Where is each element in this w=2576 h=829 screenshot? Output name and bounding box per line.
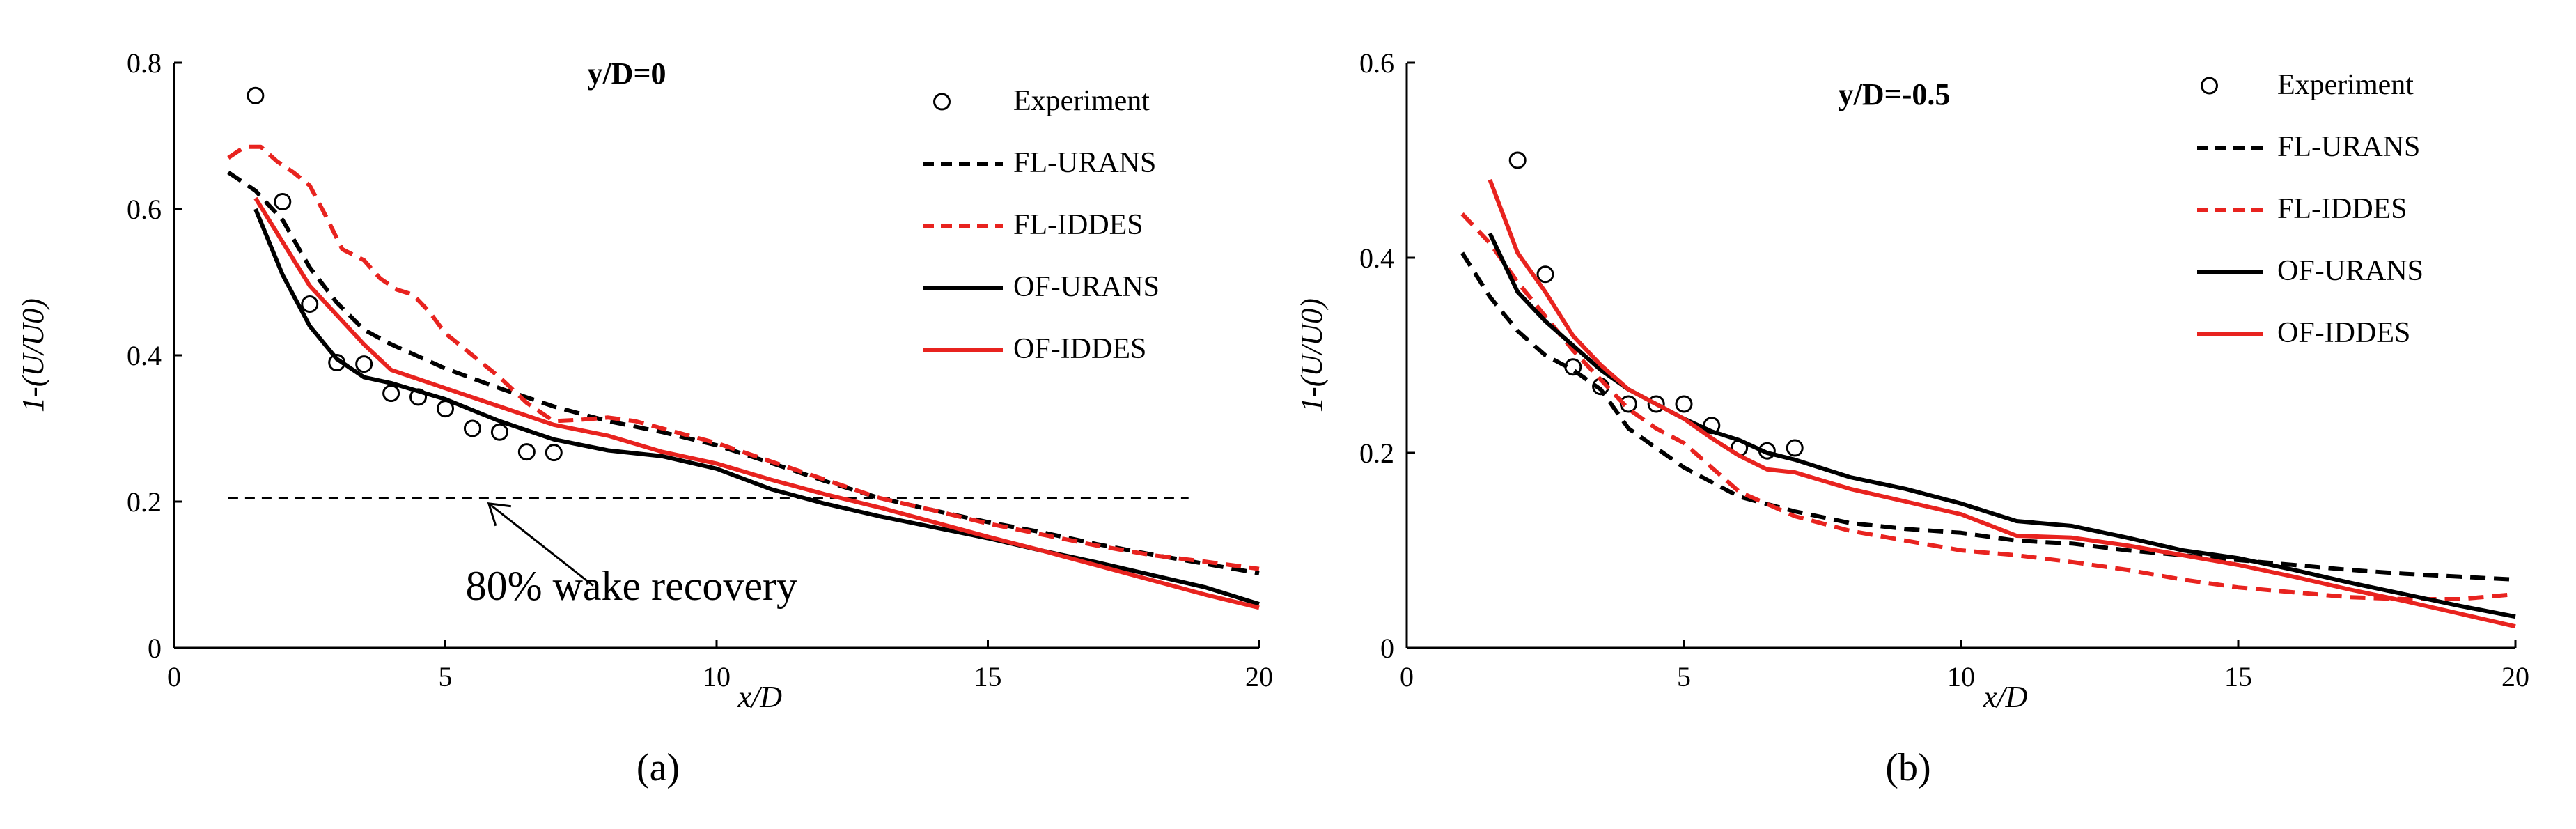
x-tick-label-a-3: 15 <box>974 661 1002 692</box>
y-tick-label-a-4: 0.8 <box>127 47 162 79</box>
x-tick-label-b-1: 5 <box>1677 661 1691 692</box>
y-axis-label-a: 1-(U/U0) <box>16 298 50 412</box>
legend-label-of-urans-a: OF-URANS <box>1013 271 1160 303</box>
y-tick-label-b-2: 0.4 <box>1359 242 1394 274</box>
point-experiment-a-9 <box>490 423 508 441</box>
x-axis-label-a: x/D <box>737 680 783 714</box>
legend-label-of-urans-b: OF-URANS <box>2277 255 2423 287</box>
legend-label-fl-urans-a: FL-URANS <box>1013 147 1156 179</box>
chart-panel-a: 0 5 10 15 20 0 0.2 0.4 0.6 0.8 x/D 1-(U/U0) y/D=0 80%… <box>16 47 1273 714</box>
x-tick-label-a-1: 5 <box>439 661 453 692</box>
series-line-of-iddes-a <box>253 196 1260 610</box>
caption-a: (a) <box>637 746 680 789</box>
chart-title-b: y/D=-0.5 <box>1839 77 1951 111</box>
legend-label-experiment-a: Experiment <box>1013 85 1150 117</box>
point-experiment-b-4 <box>1619 395 1637 413</box>
point-experiment-b-1 <box>1536 265 1554 284</box>
x-tick-label-a-2: 10 <box>703 661 731 692</box>
legend-label-fl-urans-b: FL-URANS <box>2277 131 2420 163</box>
point-experiment-a-10 <box>517 443 536 461</box>
point-experiment-b-0 <box>1508 151 1527 169</box>
point-experiment-b-6 <box>1675 395 1693 413</box>
x-tick-label-b-4: 20 <box>2501 661 2529 692</box>
chart-panel-b: 0 5 10 15 20 0 0.2 0.4 0.6 x/D 1-(U/U0) y/D=-0.5 Exp… <box>1295 47 2529 714</box>
y-tick-label-a-1: 0.2 <box>127 486 162 518</box>
series-line-of-urans-b <box>1488 232 2516 619</box>
y-tick-label-b-3: 0.6 <box>1359 47 1394 79</box>
y-tick-label-a-0: 0 <box>148 633 162 664</box>
x-tick-label-a-4: 20 <box>1245 661 1273 692</box>
legend-label-of-iddes-a: OF-IDDES <box>1013 333 1146 365</box>
legend-marker-experiment-a <box>933 93 951 111</box>
x-tick-label-b-0: 0 <box>1400 661 1414 692</box>
x-tick-label-b-2: 10 <box>1947 661 1975 692</box>
series-line-fl-urans-b <box>1460 251 2516 582</box>
annotation-arrow-shaft <box>487 502 594 587</box>
x-tick-label-a-0: 0 <box>167 661 181 692</box>
y-tick-label-a-2: 0.4 <box>127 340 162 371</box>
point-experiment-b-10 <box>1786 439 1804 457</box>
series-line-of-urans-a <box>253 208 1260 606</box>
series-line-fl-iddes-a <box>227 144 1260 571</box>
caption-b: (b) <box>1885 746 1930 789</box>
legend-label-fl-iddes-a: FL-IDDES <box>1013 209 1143 241</box>
series-line-fl-urans-a <box>227 171 1260 575</box>
point-experiment-a-8 <box>463 419 481 437</box>
legend-label-fl-iddes-b: FL-IDDES <box>2277 193 2407 225</box>
y-axis-label-b: 1-(U/U0) <box>1295 298 1329 412</box>
y-tick-label-a-3: 0.6 <box>127 194 162 225</box>
x-tick-label-b-3: 15 <box>2224 661 2252 692</box>
point-experiment-a-4 <box>355 355 373 373</box>
annotation-text: 80% wake recovery <box>466 563 797 609</box>
point-experiment-a-5 <box>382 385 400 403</box>
legend-marker-experiment-b <box>2201 77 2218 95</box>
legend-label-of-iddes-b: OF-IDDES <box>2277 317 2410 349</box>
point-experiment-a-11 <box>545 444 563 462</box>
y-tick-label-b-0: 0 <box>1380 633 1394 664</box>
point-experiment-a-2 <box>301 295 319 313</box>
annotation-arrow-head <box>487 502 512 527</box>
chart-title-a: y/D=0 <box>587 56 666 91</box>
point-experiment-a-1 <box>274 193 292 210</box>
series-line-fl-iddes-b <box>1460 212 2516 601</box>
legend-label-experiment-b: Experiment <box>2277 69 2414 101</box>
series-line-of-iddes-b <box>1488 178 2516 629</box>
x-axis-label-b: x/D <box>1983 680 2028 714</box>
point-experiment-a-0 <box>247 86 265 104</box>
y-tick-label-b-1: 0.2 <box>1359 437 1394 469</box>
